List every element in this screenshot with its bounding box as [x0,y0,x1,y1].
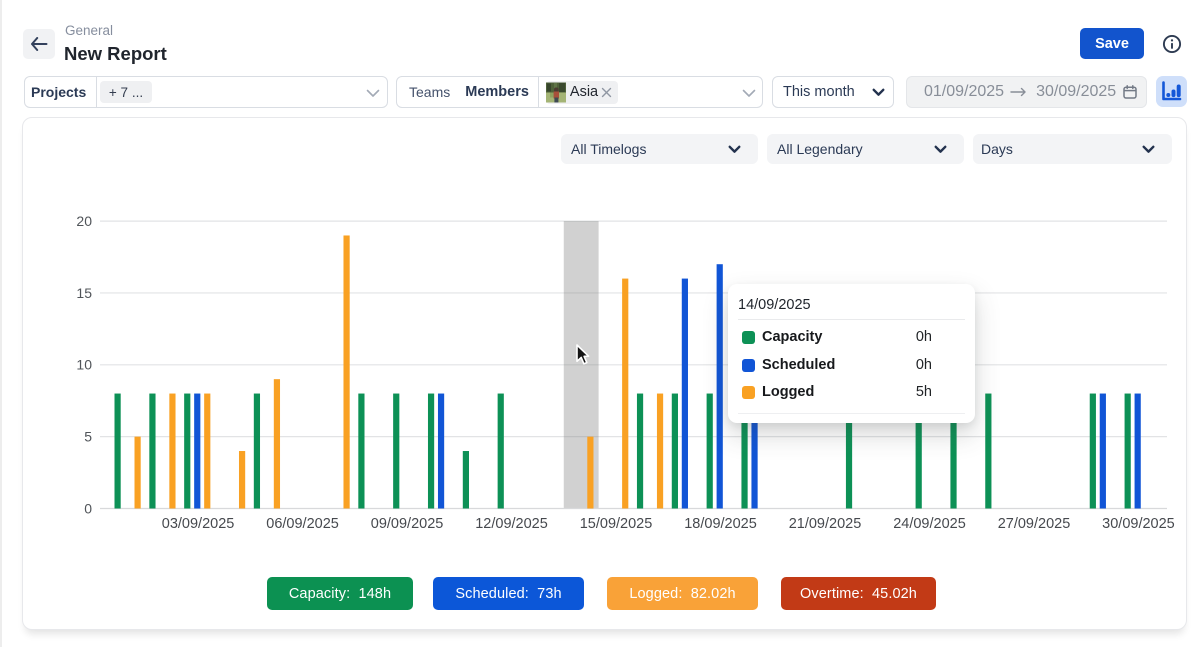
svg-text:30/09/2025: 30/09/2025 [1102,516,1175,532]
svg-text:27/09/2025: 27/09/2025 [998,516,1071,532]
svg-text:5: 5 [84,429,92,445]
svg-text:09/09/2025: 09/09/2025 [371,516,444,532]
svg-text:18/09/2025: 18/09/2025 [684,516,757,532]
svg-text:21/09/2025: 21/09/2025 [789,516,862,532]
svg-text:12/09/2025: 12/09/2025 [475,516,548,532]
svg-text:24/09/2025: 24/09/2025 [893,516,966,532]
svg-text:20: 20 [76,213,92,229]
svg-text:0: 0 [84,500,92,516]
svg-text:06/09/2025: 06/09/2025 [266,516,339,532]
svg-text:15/09/2025: 15/09/2025 [580,516,653,532]
svg-text:15: 15 [76,285,92,301]
svg-text:10: 10 [76,357,92,373]
svg-text:03/09/2025: 03/09/2025 [162,516,235,532]
